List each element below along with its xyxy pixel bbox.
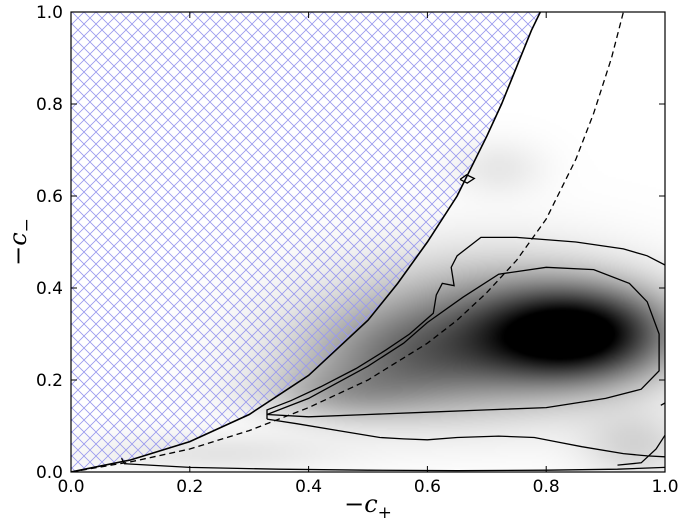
contour-middle-bottom: [266, 418, 665, 458]
x-tick-label: 0.8: [533, 477, 560, 497]
contour-outer-right: [660, 402, 665, 406]
contour-outer: [120, 457, 665, 472]
x-tick-label: 0.0: [57, 477, 84, 497]
plot-frame: [70, 11, 666, 473]
x-axis-label: −c+: [344, 490, 392, 519]
y-axis-label: −c−: [4, 218, 37, 266]
solid-boundary-curve: [71, 12, 542, 472]
x-tick-label: 1.0: [651, 477, 678, 497]
contour-inner: [266, 266, 660, 418]
y-tick-label: 0.0: [36, 463, 63, 483]
contour-middle: [266, 236, 665, 420]
contour-lines: [120, 174, 665, 472]
y-tick-label: 1.0: [36, 3, 63, 23]
plot-area: [71, 12, 665, 472]
x-tick-label: 0.6: [414, 477, 441, 497]
y-tick-label: 0.2: [36, 371, 63, 391]
y-tick-label: 0.6: [36, 187, 63, 207]
y-tick-label: 0.4: [36, 279, 63, 299]
x-tick-label: 0.2: [176, 477, 203, 497]
y-tick-label: 0.8: [36, 95, 63, 115]
y-axis-ticks: 0.0 0.2 0.4 0.6 0.8 1.0: [36, 3, 665, 483]
dashed-curve: [71, 12, 625, 472]
x-axis-ticks: 0.0 0.2 0.4 0.6 0.8 1.0: [57, 12, 679, 497]
x-tick-label: 0.4: [295, 477, 322, 497]
